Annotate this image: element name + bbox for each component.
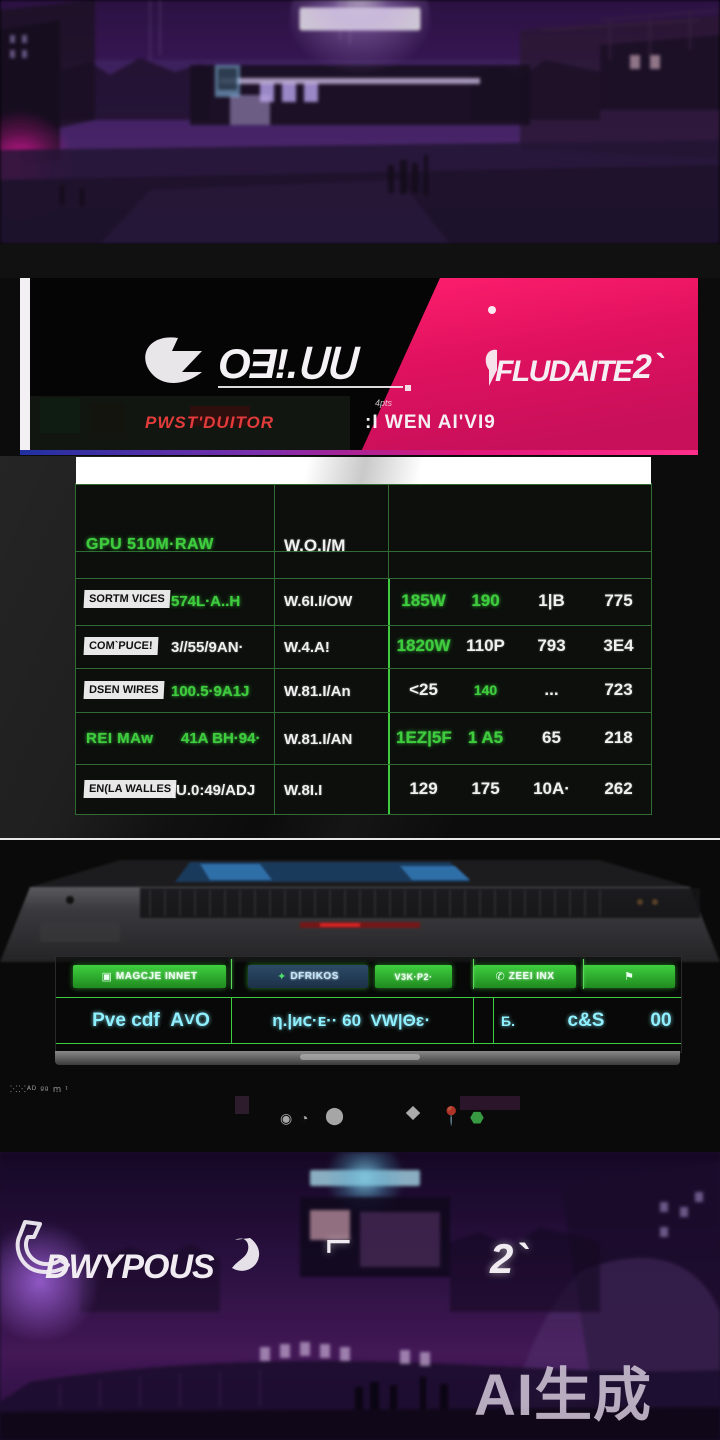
- svg-text:OƎ!.ᑌᑌ: OƎ!.ᑌᑌ: [218, 340, 361, 387]
- svg-text:FLUDAITE: FLUDAITE: [495, 355, 634, 388]
- svg-text:2`: 2`: [632, 348, 665, 386]
- svg-text:DWYPOUS: DWYPOUS: [45, 1248, 215, 1286]
- svg-text:PWST'DUITOR: PWST'DUITOR: [145, 413, 274, 432]
- svg-text:4pts: 4pts: [375, 398, 393, 408]
- svg-text::I WEN AI'VI9: :I WEN AI'VI9: [365, 412, 496, 433]
